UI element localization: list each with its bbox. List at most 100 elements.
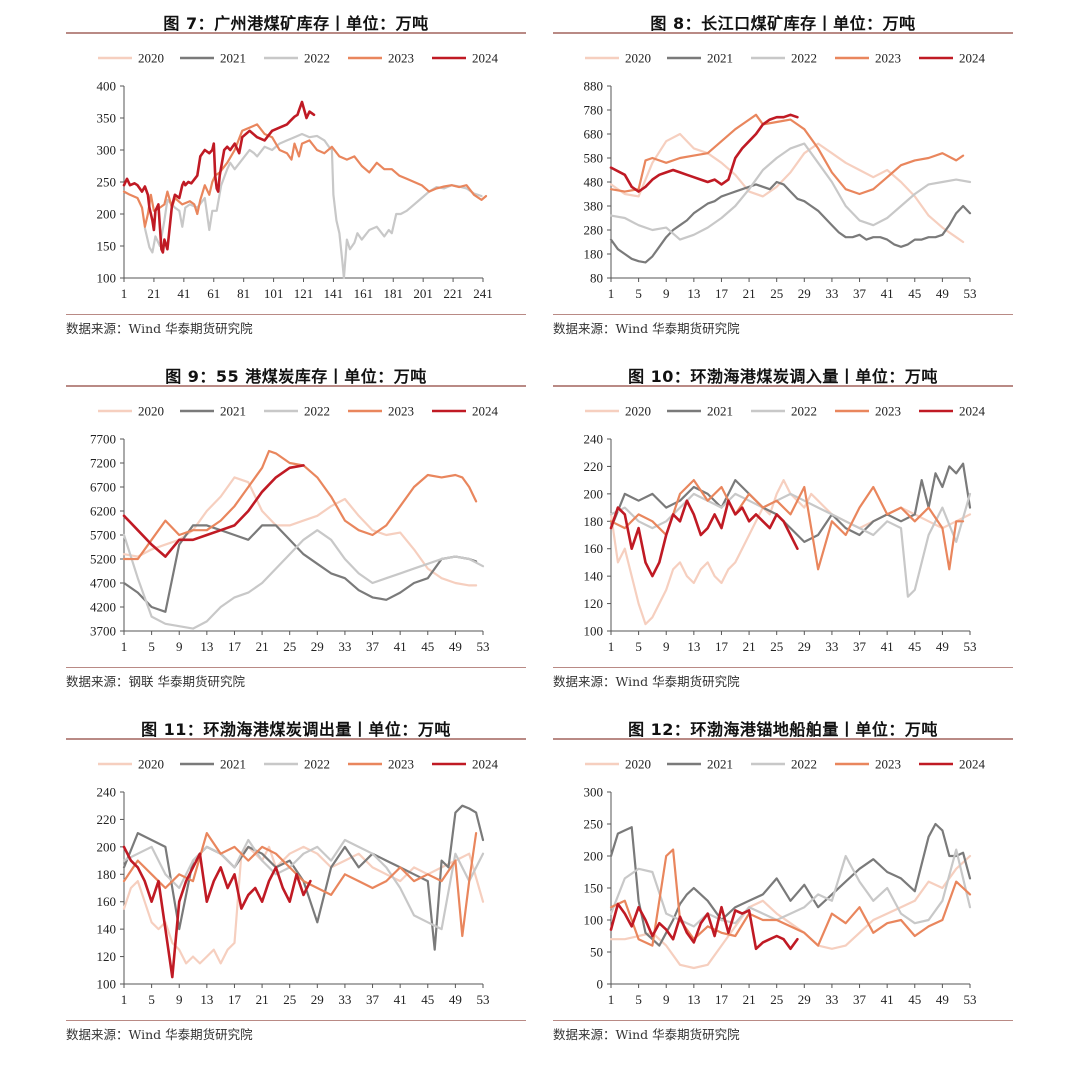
legend-item-2024: 2024 xyxy=(919,757,986,772)
series-line-2023 xyxy=(122,831,478,938)
y-tick-label: 0 xyxy=(597,977,604,992)
x-tick-label: 45 xyxy=(421,992,434,1007)
y-tick-label: 100 xyxy=(97,271,117,286)
y-tick-label: 4200 xyxy=(90,600,116,615)
y-tick-label: 580 xyxy=(584,151,604,166)
legend-label: 2022 xyxy=(791,51,817,66)
chart-title: 图 8：长江口煤矿库存丨单位：万吨 xyxy=(650,14,916,33)
source-rule xyxy=(553,314,1013,315)
series-line-2022 xyxy=(609,142,972,241)
title-rule xyxy=(553,738,1013,740)
x-tick-label: 9 xyxy=(176,639,183,654)
legend-label: 2022 xyxy=(304,51,330,66)
x-tick-label: 13 xyxy=(200,639,213,654)
x-tick-label: 45 xyxy=(908,639,921,654)
x-tick-label: 25 xyxy=(770,639,783,654)
y-tick-label: 200 xyxy=(97,839,117,854)
line-chart: 2020 2021 2022 2023 2024 100 150 200 250 300 350 40… xyxy=(97,51,499,302)
y-tick-label: 250 xyxy=(97,175,117,190)
source-rule xyxy=(553,1020,1013,1021)
x-tick-label: 29 xyxy=(798,639,811,654)
data-source: 数据来源：Wind 华泰期货研究院 xyxy=(66,1027,253,1042)
legend-label: 2021 xyxy=(220,51,246,66)
y-tick-label: 7700 xyxy=(90,432,116,447)
chart-panel-8: 图 8：长江口煤矿库存丨单位：万吨 2020 2021 2022 2023 2024 80… xyxy=(553,0,1013,340)
legend-item-2024: 2024 xyxy=(432,404,499,419)
x-tick-label: 21 xyxy=(256,992,269,1007)
x-tick-label: 17 xyxy=(228,992,242,1007)
x-tick-label: 53 xyxy=(964,992,977,1007)
y-tick-label: 5700 xyxy=(90,528,116,543)
legend-item-2020: 2020 xyxy=(585,757,651,772)
x-tick-label: 33 xyxy=(825,639,838,654)
x-tick-label: 29 xyxy=(798,286,811,301)
x-tick-label: 5 xyxy=(635,992,642,1007)
chart-panel-11: 图 11：环渤海港煤炭调出量丨单位：万吨 2020 2021 2022 2023 202… xyxy=(66,706,526,1046)
y-tick-label: 380 xyxy=(584,199,604,214)
x-tick-label: 29 xyxy=(311,992,324,1007)
x-tick-label: 241 xyxy=(473,286,493,301)
y-tick-label: 240 xyxy=(97,785,117,800)
y-tick-label: 200 xyxy=(584,849,604,864)
legend-item-2020: 2020 xyxy=(585,404,651,419)
legend-item-2024: 2024 xyxy=(432,757,499,772)
x-tick-label: 81 xyxy=(237,286,250,301)
x-tick-label: 5 xyxy=(148,639,155,654)
chart-title: 图 7：广州港煤矿库存丨单位：万吨 xyxy=(163,14,429,33)
chart-title: 图 9：55 港煤炭库存丨单位：万吨 xyxy=(165,367,427,386)
legend-label: 2024 xyxy=(472,757,499,772)
x-tick-label: 37 xyxy=(853,286,867,301)
x-tick-label: 9 xyxy=(176,992,183,1007)
data-source: 数据来源：Wind 华泰期货研究院 xyxy=(553,1027,740,1042)
x-tick-label: 13 xyxy=(687,992,700,1007)
y-tick-label: 180 xyxy=(584,247,604,262)
x-tick-label: 101 xyxy=(264,286,284,301)
y-tick-label: 220 xyxy=(97,812,117,827)
x-tick-label: 41 xyxy=(394,992,407,1007)
x-tick-label: 1 xyxy=(121,639,128,654)
legend-label: 2020 xyxy=(138,51,164,66)
legend-label: 2020 xyxy=(625,51,651,66)
x-tick-label: 49 xyxy=(449,992,462,1007)
series-line-2023 xyxy=(609,478,965,571)
x-tick-label: 21 xyxy=(743,992,756,1007)
legend-item-2024: 2024 xyxy=(432,51,499,66)
x-tick-label: 29 xyxy=(798,992,811,1007)
x-tick-label: 1 xyxy=(121,286,128,301)
legend-label: 2024 xyxy=(959,404,986,419)
x-tick-label: 1 xyxy=(608,639,615,654)
legend-label: 2023 xyxy=(388,757,414,772)
x-tick-label: 1 xyxy=(121,992,128,1007)
y-tick-label: 4700 xyxy=(90,576,116,591)
legend-item-2020: 2020 xyxy=(98,404,164,419)
y-tick-label: 200 xyxy=(97,207,117,222)
y-tick-label: 400 xyxy=(97,79,117,94)
x-tick-label: 5 xyxy=(635,639,642,654)
x-tick-label: 9 xyxy=(663,992,670,1007)
x-tick-label: 49 xyxy=(449,639,462,654)
legend-item-2023: 2023 xyxy=(835,51,901,66)
legend-label: 2021 xyxy=(707,757,733,772)
legend-item-2024: 2024 xyxy=(919,51,986,66)
y-tick-label: 5200 xyxy=(90,552,116,567)
title-rule xyxy=(553,385,1013,387)
x-tick-label: 121 xyxy=(294,286,314,301)
legend-label: 2023 xyxy=(388,51,414,66)
x-tick-label: 17 xyxy=(715,286,729,301)
legend-item-2024: 2024 xyxy=(919,404,986,419)
legend-item-2023: 2023 xyxy=(835,404,901,419)
x-tick-label: 53 xyxy=(964,286,977,301)
x-tick-label: 17 xyxy=(715,639,729,654)
series-line-2020 xyxy=(609,854,972,970)
y-tick-label: 250 xyxy=(584,817,604,832)
legend-item-2020: 2020 xyxy=(585,51,651,66)
legend-label: 2024 xyxy=(959,51,986,66)
x-tick-label: 41 xyxy=(881,639,894,654)
y-tick-label: 300 xyxy=(584,785,604,800)
line-chart: 2020 2021 2022 2023 2024 80 180 280 380 480 580 680… xyxy=(584,51,986,302)
series-line-2023 xyxy=(609,113,965,196)
legend-item-2022: 2022 xyxy=(264,404,330,419)
x-tick-label: 13 xyxy=(687,286,700,301)
y-tick-label: 480 xyxy=(584,175,604,190)
x-tick-label: 21 xyxy=(256,639,269,654)
